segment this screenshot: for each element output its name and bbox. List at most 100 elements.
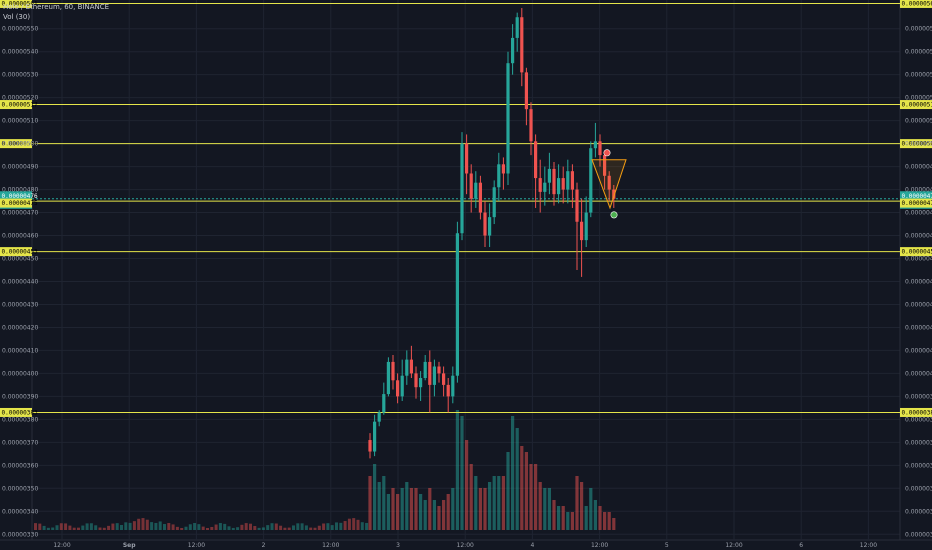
volume-bar	[446, 494, 450, 530]
level-tag-right	[900, 100, 932, 110]
candle-body	[561, 178, 565, 190]
candle-body	[529, 109, 533, 142]
candle-body	[474, 182, 478, 199]
volume-bar	[343, 521, 347, 530]
time-tick-label: 12:00	[188, 542, 205, 549]
volume-bar	[120, 524, 123, 530]
volume-bar	[386, 494, 390, 530]
time-tick-label: 12:00	[53, 542, 70, 549]
volume-bar	[137, 518, 141, 530]
check-marker-icon	[610, 211, 618, 219]
volume-bar	[534, 464, 538, 530]
left-tick-label: 0.00000470	[2, 210, 38, 217]
volume-bar	[68, 525, 72, 530]
volume-bar	[34, 523, 37, 530]
right-tick-label: 0.00000450	[905, 256, 932, 263]
volume-bar	[339, 522, 343, 530]
volume-bar	[240, 524, 244, 530]
left-tick-label: 0.00000440	[2, 278, 38, 285]
right-price-axis[interactable]: 0.00000330 0.00000340 0.00000350 0.00000360…	[905, 26, 932, 539]
candle-body	[593, 141, 597, 149]
left-tick-label: 0.00000520	[2, 95, 38, 102]
volume-bar	[543, 488, 547, 530]
level-tag-right	[900, 191, 932, 201]
level-tag-left-text: 0.00000453	[2, 249, 39, 256]
left-tick-label: 0.00000450	[2, 256, 38, 263]
left-tick-label: 0.00000410	[2, 347, 38, 354]
volume-bar	[557, 506, 561, 530]
left-tick-label: 0.00000360	[2, 462, 38, 469]
volume-bar	[38, 523, 42, 530]
volume-bar	[483, 488, 487, 530]
symbol-title[interactable]: Holo / Ethereum, 60, BINANCE	[3, 3, 110, 11]
volume-bar	[538, 482, 542, 530]
volume-bar	[330, 525, 334, 530]
candle-body	[455, 233, 459, 376]
volume-bar	[184, 526, 188, 530]
volume-bar	[405, 482, 409, 530]
candle-body	[598, 141, 602, 156]
volume-bar	[309, 527, 313, 530]
candle-body	[575, 189, 579, 222]
level-tag-right-text: 0.00000383	[902, 409, 932, 416]
level-tag-left-text: 0.00000383	[2, 409, 39, 416]
volume-bar	[603, 512, 607, 530]
volume-bar	[347, 518, 351, 530]
volume-bar	[236, 527, 240, 530]
volume-bar	[201, 526, 205, 530]
level-tag-right	[900, 0, 932, 8]
left-tick-label: 0.00000330	[2, 531, 38, 538]
left-tick-label: 0.00000370	[2, 439, 38, 446]
level-tag-left	[0, 407, 32, 417]
volume-bar	[94, 525, 98, 530]
volume-bar	[218, 523, 222, 530]
drawings[interactable]	[591, 149, 627, 219]
candle-body	[580, 221, 584, 241]
level-tag-left	[0, 139, 32, 149]
candle-body	[552, 168, 556, 195]
volume-bar	[111, 523, 115, 530]
volume-bar	[51, 527, 55, 530]
left-price-axis[interactable]: 0.00000330 0.00000340 0.00000350 0.00000360…	[2, 26, 38, 539]
chart-header: Holo / Ethereum, 60, BINANCE Vol (30)	[3, 2, 109, 22]
volume-bar	[227, 526, 231, 530]
volume-bar	[279, 525, 283, 530]
volume-indicator-label[interactable]: Vol (30)	[3, 13, 31, 21]
volume-bar	[145, 519, 149, 530]
candle-body	[511, 37, 515, 64]
volume-bar	[266, 525, 270, 530]
volume-bar	[81, 525, 85, 530]
level-tag-right-text: 0.00000517	[902, 102, 932, 109]
candle-body	[501, 164, 505, 174]
volume-bar	[249, 523, 252, 530]
right-tick-label: 0.00000440	[905, 278, 932, 285]
volume-bar	[612, 518, 616, 530]
left-tick-label: 0.00000460	[2, 233, 38, 240]
candle-body	[607, 175, 611, 190]
volume-bar	[85, 523, 89, 530]
candle-body	[391, 361, 395, 381]
volume-bar	[552, 500, 556, 530]
volume-bar	[283, 527, 287, 530]
candle-body	[432, 366, 436, 385]
left-tick-label: 0.00000430	[2, 301, 38, 308]
volume-bar	[128, 522, 132, 530]
horizontal-levels[interactable]: 0.00000561 0.00000561 0.00000517 0.00000517…	[0, 0, 932, 417]
right-tick-label: 0.00000380	[905, 416, 932, 423]
volume-bar	[570, 512, 574, 530]
candle-body	[428, 361, 432, 385]
level-tag-left	[0, 198, 32, 208]
candle-body	[442, 373, 446, 385]
volume-bar	[524, 452, 528, 530]
left-tick-label: 0.00000540	[2, 49, 38, 56]
candle-body	[584, 212, 588, 241]
level-tag-left-text: 0.00000517	[2, 102, 39, 109]
left-tick-label: 0.00000490	[2, 164, 38, 171]
volume-bar	[506, 452, 510, 530]
volume-bar	[607, 512, 611, 530]
volume-bar	[488, 482, 492, 530]
candle-body	[405, 359, 409, 376]
time-axis[interactable]: 12:00 Sep 12:00 2 12:00 3 12:00 4 12:00 5 12:00 6 12…	[53, 542, 877, 549]
level-tag-right-text: 0.00000561	[902, 0, 932, 7]
